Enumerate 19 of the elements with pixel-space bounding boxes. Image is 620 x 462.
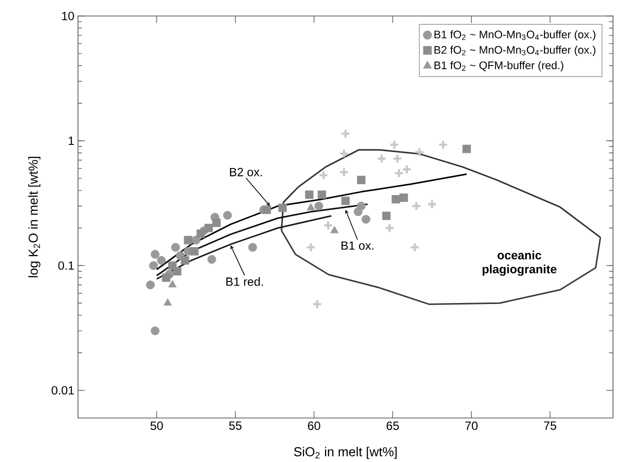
x-tick-label: 60 [308,422,320,430]
legend-label: B2 fO$_{2}$ ~ MnO-Mn$_{3}$O$_{4}$-buffer (ox.) [434,46,596,56]
y-axis-title: log K$_{2}$O in melt [wt%] [28,156,40,278]
y-tick-label: 0.1 [58,261,74,270]
y-tick-label: 1 [68,136,74,145]
legend-label: B1 fO$_{2}$ ~ QFM-buffer (red.) [434,61,564,72]
annotation: B2 ox. [230,168,262,176]
x-tick-label: 75 [544,422,556,430]
annotation: B1 red. [226,277,263,286]
x-tick-label: 70 [465,422,478,430]
annotation: B1 ox. [342,241,374,250]
annotation: oceanic plagiogranite [482,250,556,276]
x-axis-title: SiO$_{2}$ in melt [wt%] [294,446,397,459]
y-tick-label: 0.01 [52,386,74,395]
x-tick-label: 50 [150,422,163,430]
legend-label: B1 fO$_{2}$ ~ MnO-Mn$_{3}$O$_{4}$-buffer (ox.) [434,30,596,41]
x-tick-label: 55 [229,422,242,430]
y-tick-label: 10 [62,12,74,20]
x-tick-label: 65 [386,422,399,430]
